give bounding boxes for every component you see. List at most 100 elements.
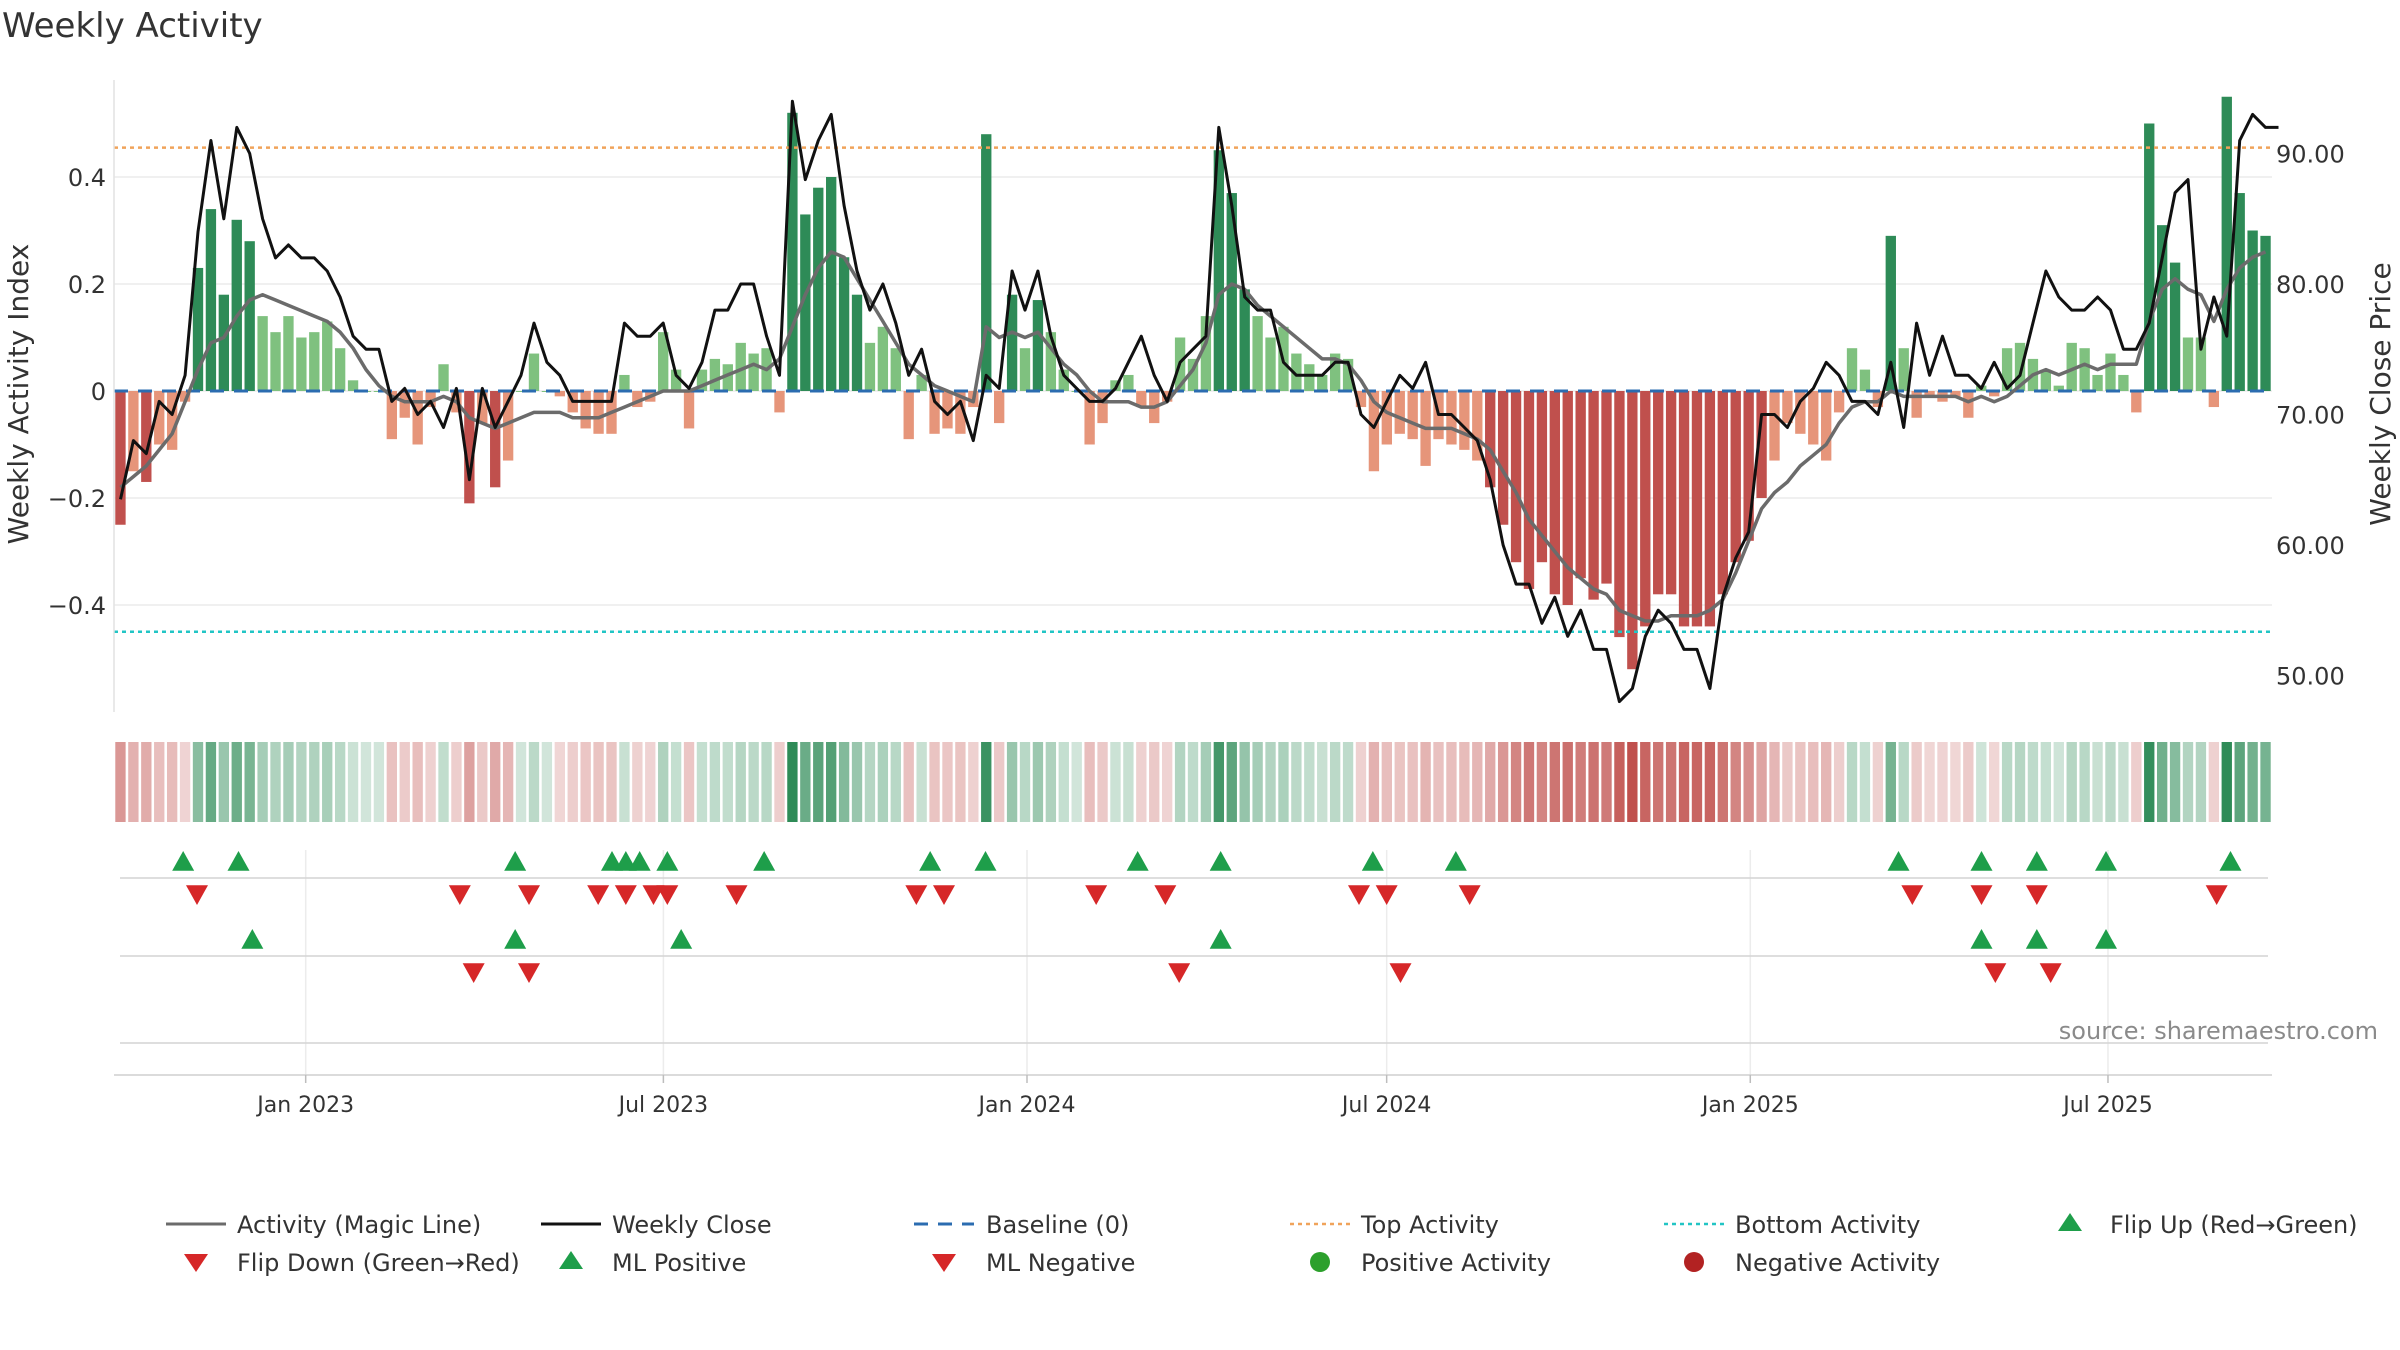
- activity-bar-16: [322, 321, 333, 391]
- strip-cell-55: [826, 742, 837, 822]
- strip-cell-16: [322, 742, 333, 822]
- activity-bar-15: [309, 332, 320, 391]
- flip-down-marker-17: [2025, 885, 2048, 905]
- strip-cell-60: [890, 742, 901, 822]
- activity-bar-79: [1136, 391, 1147, 408]
- legend-item-weekly-close[interactable]: Weekly Close: [541, 1211, 772, 1239]
- activity-bar-9: [231, 219, 242, 391]
- strip-cell-162: [2208, 742, 2220, 822]
- activity-bar-152: [2079, 348, 2090, 391]
- strip-cell-80: [1149, 742, 1160, 822]
- strip-cell-99: [1394, 742, 1405, 822]
- strip-cell-85: [1213, 742, 1225, 822]
- legend-item-top-activity[interactable]: Top Activity: [1290, 1211, 1499, 1239]
- strip-cell-32: [528, 742, 540, 822]
- legend-item-ml-positive[interactable]: ML Positive: [559, 1249, 746, 1277]
- activity-bar-31: [515, 391, 527, 392]
- activity-bar-21: [386, 391, 397, 440]
- flip-down-marker-12: [1348, 885, 1370, 905]
- flip-down-marker-8: [905, 885, 928, 905]
- flip-down-marker-11: [1154, 885, 1177, 905]
- flip-up-marker-12: [1361, 851, 1384, 871]
- flip-up-marker-8: [919, 851, 942, 871]
- activity-bar-3: [154, 391, 165, 445]
- strip-cell-23: [412, 742, 423, 822]
- strip-cell-53: [800, 742, 811, 822]
- legend-item-flip-down[interactable]: Flip Down (Green→Red): [184, 1249, 520, 1277]
- strip-cell-67: [981, 742, 992, 822]
- activity-bar-139: [1911, 391, 1922, 418]
- activity-bars: [115, 96, 2271, 670]
- flip-up-marker-2: [504, 851, 527, 871]
- activity-bar-99: [1394, 391, 1405, 434]
- strip-cell-98: [1381, 742, 1392, 822]
- legend-item-baseline[interactable]: Baseline (0): [914, 1211, 1129, 1239]
- strip-cell-50: [761, 742, 772, 822]
- ml-negative-marker-0: [462, 963, 485, 983]
- x-tick-label-3: Jul 2024: [1340, 1093, 1432, 1118]
- strip-cell-61: [903, 742, 914, 822]
- activity-bar-118: [1640, 391, 1651, 627]
- legend-label-negative-activity: Negative Activity: [1735, 1249, 1940, 1277]
- activity-bar-125: [1730, 391, 1741, 563]
- activity-bar-8: [218, 294, 230, 391]
- strip-cell-159: [2169, 742, 2181, 822]
- right-tick-label-3: 60.00: [2276, 532, 2345, 560]
- strip-cell-107: [1497, 742, 1509, 822]
- activity-bar-34: [554, 391, 565, 397]
- activity-bar-93: [1317, 374, 1328, 391]
- legend-item-flip-up[interactable]: Flip Up (Red→Green): [2058, 1211, 2358, 1239]
- x-tick-label-5: Jul 2025: [2061, 1093, 2153, 1118]
- activity-bar-56: [838, 257, 850, 391]
- strip-cell-56: [838, 742, 850, 822]
- strip-cell-101: [1420, 742, 1431, 822]
- strip-cell-130: [1795, 742, 1806, 822]
- activity-bar-149: [2040, 369, 2052, 391]
- strip-cell-91: [1291, 742, 1302, 822]
- flip-down-marker-15: [1901, 885, 1924, 905]
- strip-cell-26: [451, 742, 462, 822]
- activity-bar-69: [1006, 294, 1018, 391]
- activity-bar-39: [619, 374, 630, 391]
- activity-bar-27: [464, 391, 475, 504]
- strip-cell-25: [438, 742, 449, 822]
- activity-bar-104: [1459, 391, 1470, 450]
- flip-down-marker-0: [186, 885, 208, 905]
- strip-cell-73: [1058, 742, 1069, 822]
- strip-cell-154: [2105, 742, 2116, 822]
- flip-up-marker-13: [1444, 851, 1467, 871]
- legend-marker-flip-down: [184, 1254, 208, 1272]
- legend-item-negative-activity[interactable]: Negative Activity: [1684, 1249, 1940, 1277]
- strip-cell-51: [774, 742, 785, 822]
- strip-cell-35: [567, 742, 578, 822]
- strip-cell-22: [399, 742, 410, 822]
- legend-item-activity-line[interactable]: Activity (Magic Line): [166, 1211, 481, 1239]
- activity-bar-136: [1872, 391, 1884, 408]
- main-grid: [114, 176, 2272, 1075]
- legend-item-ml-negative[interactable]: ML Negative: [932, 1249, 1135, 1277]
- activity-bar-52: [787, 112, 798, 392]
- strip-cell-111: [1549, 742, 1560, 822]
- ml-positive-marker-0: [241, 929, 264, 949]
- flip-up-marker-3: [601, 851, 623, 871]
- activity-bar-130: [1795, 391, 1806, 434]
- strip-cell-147: [2014, 742, 2026, 822]
- strip-cell-120: [1665, 742, 1677, 822]
- strip-cell-108: [1510, 742, 1522, 822]
- strip-cell-21: [386, 742, 397, 822]
- strip-cell-36: [580, 742, 591, 822]
- activity-bar-54: [813, 187, 824, 391]
- activity-bar-150: [2053, 385, 2064, 391]
- strip-cell-116: [1614, 742, 1625, 822]
- legend-item-positive-activity[interactable]: Positive Activity: [1310, 1249, 1551, 1277]
- legend-label-flip-up: Flip Up (Red→Green): [2110, 1211, 2358, 1239]
- activity-bar-76: [1097, 391, 1108, 424]
- strip-cell-13: [283, 742, 294, 822]
- strip-cell-124: [1717, 742, 1728, 822]
- legend-item-bottom-activity[interactable]: Bottom Activity: [1664, 1211, 1920, 1239]
- strip-cell-58: [864, 742, 876, 822]
- activity-bar-25: [438, 364, 449, 391]
- activity-bar-160: [2182, 337, 2194, 391]
- activity-bar-110: [1536, 391, 1548, 563]
- axes: 0.4 0.2 0 −0.2 −0.4 90.00 80.00 70.00 60.00 50.00…: [48, 80, 2345, 1118]
